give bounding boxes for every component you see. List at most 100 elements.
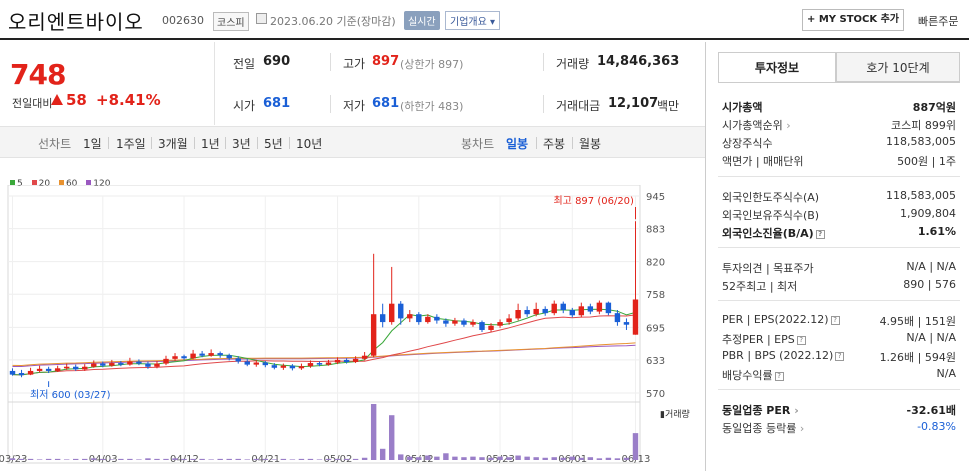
volume-bar (488, 457, 494, 460)
period-1w[interactable]: 1주일 (116, 137, 146, 151)
info-value: 1.61% (917, 225, 956, 238)
period-1d[interactable]: 1일 (83, 137, 102, 151)
info-key: 동일업종 PER › (722, 404, 799, 417)
info-row: PBR | BPS (2022.12)? 1.26배 | 594원 (718, 347, 960, 365)
info-key: 추정PER | EPS? (722, 331, 806, 347)
tab-orderbook[interactable]: 호가 10단계 (836, 52, 960, 82)
lower-limit: (하한가 483) (400, 100, 464, 113)
period-10y[interactable]: 10년 (296, 137, 323, 151)
help-icon[interactable]: ? (835, 352, 845, 361)
candle-body (389, 303, 395, 323)
volume-bar (614, 458, 621, 460)
candle-weekly[interactable]: 주봉 (543, 137, 566, 151)
high-value: 897 (372, 54, 400, 69)
info-key: 투자의견 | 목표주가 (722, 262, 814, 275)
info-value: N/A | N/A (906, 260, 956, 273)
volume-bar (54, 458, 61, 460)
info-row: 상장주식수 118,583,005 (718, 133, 960, 151)
volume-bar (370, 404, 377, 460)
legend-swatch (10, 180, 15, 185)
info-key: 외국인한도주식수(A) (722, 191, 820, 204)
help-icon[interactable]: ? (830, 316, 840, 325)
chevron-right-icon[interactable]: › (796, 422, 805, 435)
volume-value: 14,846,363 (597, 54, 680, 69)
up-triangle-icon (51, 94, 63, 105)
candle-body (587, 306, 594, 312)
candle-body (217, 353, 223, 356)
candle-body (325, 362, 332, 365)
candle-body (298, 366, 305, 369)
max-price-label: 최고 897 (06/20) (553, 195, 634, 207)
info-row: 외국인한도주식수(A) 118,583,005 (718, 187, 960, 205)
candle-body (425, 316, 431, 323)
volume-bar (569, 456, 575, 460)
volume-bar (587, 457, 594, 460)
y-tick-label: 820 (646, 258, 665, 269)
candle-body (36, 368, 43, 371)
candle-body (235, 358, 241, 362)
info-value: 118,583,005 (886, 135, 956, 148)
candle-body (452, 320, 458, 324)
volume-bar (560, 457, 566, 460)
divider (289, 137, 290, 149)
volume-bar (407, 456, 413, 460)
candle-body (244, 361, 250, 365)
low-value: 681 (372, 96, 400, 111)
price-area: 748 전일대비 58 +8.41% (0, 42, 215, 125)
tab-invest-info[interactable]: 투자정보 (718, 52, 836, 82)
candle-daily[interactable]: 일봉 (506, 137, 529, 151)
chart-period-bar: 선차트 1일 1주일 3개월 1년 3년 5년 10년 봉차트 일봉 주봉 월봉 (0, 126, 705, 158)
chevron-right-icon[interactable]: › (790, 404, 799, 417)
info-key: 외국인보유주식수(B) (722, 209, 820, 222)
volume-bar (623, 457, 630, 460)
candle-body (9, 370, 16, 375)
invest-info-panel: 투자정보 호가 10단계 시가총액 887억원 시가총액순위 › 코스피 899위 상장… (705, 42, 969, 471)
upper-limit: (상한가 897) (400, 58, 464, 71)
quick-order-link[interactable]: 빠른주문 (918, 15, 959, 28)
add-my-stock-button[interactable]: + MY STOCK 추가 (802, 9, 904, 31)
legend-ma120: 120 (86, 179, 110, 189)
volume-bar (235, 458, 241, 460)
info-value: 887억원 (912, 101, 956, 114)
candle-body (605, 302, 612, 314)
info-row: 동일업종 PER › -32.61배 (718, 400, 960, 418)
candle-body (145, 363, 151, 367)
period-3y[interactable]: 3년 (232, 137, 251, 151)
candle-body (560, 303, 566, 310)
candle-body (181, 356, 187, 359)
legend-label: 60 (65, 179, 78, 189)
info-row: 시가총액순위 › 코스피 899위 (718, 115, 960, 133)
candle-monthly[interactable]: 월봉 (579, 137, 602, 151)
info-value: -32.61배 (906, 404, 956, 417)
legend-swatch (86, 180, 92, 185)
volume-bar (307, 458, 314, 460)
chevron-right-icon[interactable]: › (782, 119, 791, 132)
period-3m[interactable]: 3개월 (158, 137, 188, 151)
divider (543, 53, 544, 71)
volume-bar (163, 458, 169, 460)
help-icon[interactable]: ? (796, 336, 806, 345)
volume-bar (45, 458, 52, 460)
volume-bar (244, 459, 250, 460)
company-overview-select[interactable]: 기업개요 ▾ (445, 11, 501, 30)
candle-body (253, 362, 259, 365)
info-row: 시가총액 887억원 (718, 97, 960, 115)
period-1y[interactable]: 1년 (201, 137, 220, 151)
period-5y[interactable]: 5년 (264, 137, 283, 151)
info-key: 액면가 | 매매단위 (722, 155, 804, 168)
legend-swatch (31, 180, 37, 185)
volume-label: ▮거래량 (660, 408, 690, 420)
volume-bar (452, 456, 458, 460)
volume-bar (199, 458, 205, 460)
candle-body (352, 358, 359, 363)
min-price-label: 최저 600 (03/27) (30, 389, 111, 401)
plot-frame (7, 185, 641, 464)
volume-bar (325, 458, 332, 460)
ma-legend: 5 20 60 120 (10, 179, 116, 189)
help-icon[interactable]: ? (815, 230, 825, 239)
help-icon[interactable]: ? (774, 372, 784, 381)
candle-body (63, 366, 70, 369)
realtime-button[interactable]: 실시간 (404, 11, 440, 30)
volume-bar (542, 457, 548, 460)
